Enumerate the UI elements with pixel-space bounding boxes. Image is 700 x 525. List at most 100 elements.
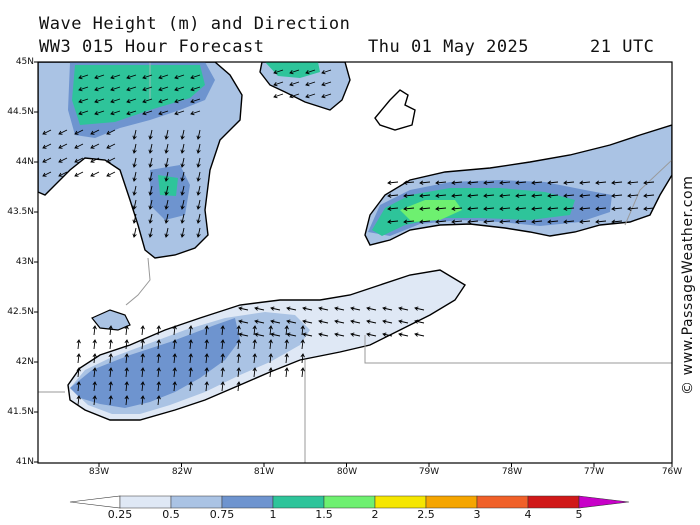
wave-arrow [284, 353, 289, 364]
wave-arrow [148, 129, 153, 140]
wave-arrow [148, 227, 153, 238]
wave-arrow [334, 319, 345, 324]
wave-arrow [238, 319, 249, 324]
wave-arrow [579, 180, 591, 185]
wave-arrow [252, 325, 257, 336]
lon-label: 76W [661, 467, 683, 477]
wave-arrow [180, 157, 185, 168]
wave-arrow [611, 193, 623, 198]
forecast-model-label: WW3 015 Hour Forecast [39, 37, 265, 57]
wave-arrow [124, 381, 129, 392]
lat-label: 42.5N [7, 307, 34, 317]
wave-arrow [172, 353, 177, 364]
wave-arrow [78, 110, 89, 116]
wave-arrow [110, 110, 121, 116]
wave-arrow [148, 157, 153, 168]
wave-arrow [156, 339, 161, 350]
wave-arrow [92, 381, 97, 392]
wave-arrow [204, 353, 209, 364]
wave-arrow [110, 74, 121, 80]
wave-arrow [156, 353, 161, 364]
credit-text: © www.PassageWeather.com [680, 175, 696, 395]
wave-arrow [106, 129, 116, 135]
wave-arrow [196, 129, 201, 140]
wave-arrow [92, 367, 97, 378]
wave-arrow [156, 325, 161, 336]
wave-arrow [76, 339, 81, 350]
wave-arrow [148, 213, 153, 224]
wave-arrow [483, 206, 495, 211]
wave-arrow [132, 185, 137, 196]
wave-arrow [414, 306, 425, 311]
wave-arrow [254, 306, 265, 311]
wave-arrow [270, 319, 281, 324]
lon-label: 77W [583, 467, 605, 477]
wave-arrow [142, 110, 153, 116]
wave-arrow [78, 98, 89, 104]
wave-arrow [148, 171, 153, 182]
wave-arrow [531, 206, 543, 211]
wave-arrow [286, 319, 297, 324]
wave-arrow [273, 69, 284, 75]
wave-arrow [547, 193, 559, 198]
wave-arrow [124, 367, 129, 378]
wave-arrow [190, 86, 201, 92]
wave-arrow [132, 143, 137, 154]
wave-arrow [76, 353, 81, 364]
wave-arrow [74, 129, 84, 135]
wave-arrow [58, 143, 68, 149]
wave-arrow [321, 93, 332, 99]
wave-arrow [382, 306, 393, 311]
wave-arrow [300, 339, 305, 350]
wave-arrow [305, 93, 316, 99]
forecast-date: Thu 01 May 2025 [368, 37, 530, 57]
wave-arrow [284, 339, 289, 350]
wave-arrow [78, 86, 89, 92]
wave-arrow [196, 213, 201, 224]
colorbar-swatch [374, 495, 427, 509]
wave-arrow [124, 395, 129, 406]
wave-arrow [334, 332, 345, 337]
wave-arrow [499, 206, 511, 211]
wave-arrow [268, 325, 273, 336]
wave-arrow [286, 332, 297, 337]
wave-arrow [132, 157, 137, 168]
colorbar-max-triangle [578, 495, 630, 509]
wave-arrow [289, 69, 300, 75]
wave-arrow [403, 180, 415, 185]
wave-arrow [220, 325, 225, 336]
wave-arrow [140, 339, 145, 350]
wave-arrow [302, 319, 313, 324]
forecast-time: 21 UTC [590, 37, 655, 57]
wave-arrow [321, 81, 332, 87]
wave-arrow [627, 180, 639, 185]
wave-arrow [90, 143, 100, 149]
wave-arrow [643, 180, 655, 185]
wave-arrow [108, 353, 113, 364]
wave-arrow [124, 339, 129, 350]
wave-arrow [148, 199, 153, 210]
wave-arrow [499, 180, 511, 185]
wave-arrow [196, 171, 201, 182]
wave-arrow [188, 367, 193, 378]
wave-arrow [220, 353, 225, 364]
wave-arrow [164, 143, 169, 154]
wave-arrow [318, 319, 329, 324]
wave-arrow [382, 319, 393, 324]
lat-label: 41.5N [7, 407, 34, 417]
wave-arrow [126, 98, 137, 104]
lat-label: 45N [15, 57, 34, 67]
wave-arrow [414, 332, 425, 337]
lat-label: 41N [15, 457, 34, 467]
wave-arrow [387, 219, 399, 224]
wave-arrow [270, 332, 281, 337]
wave-arrow [94, 74, 105, 80]
colorbar-label: 5 [575, 508, 583, 521]
wave-arrow [164, 157, 169, 168]
wave-arrow [132, 199, 137, 210]
wave-arrow [188, 325, 193, 336]
wave-arrow [289, 81, 300, 87]
wave-arrow [110, 98, 121, 104]
wave-arrow [94, 110, 105, 116]
wave-arrow [286, 306, 297, 311]
